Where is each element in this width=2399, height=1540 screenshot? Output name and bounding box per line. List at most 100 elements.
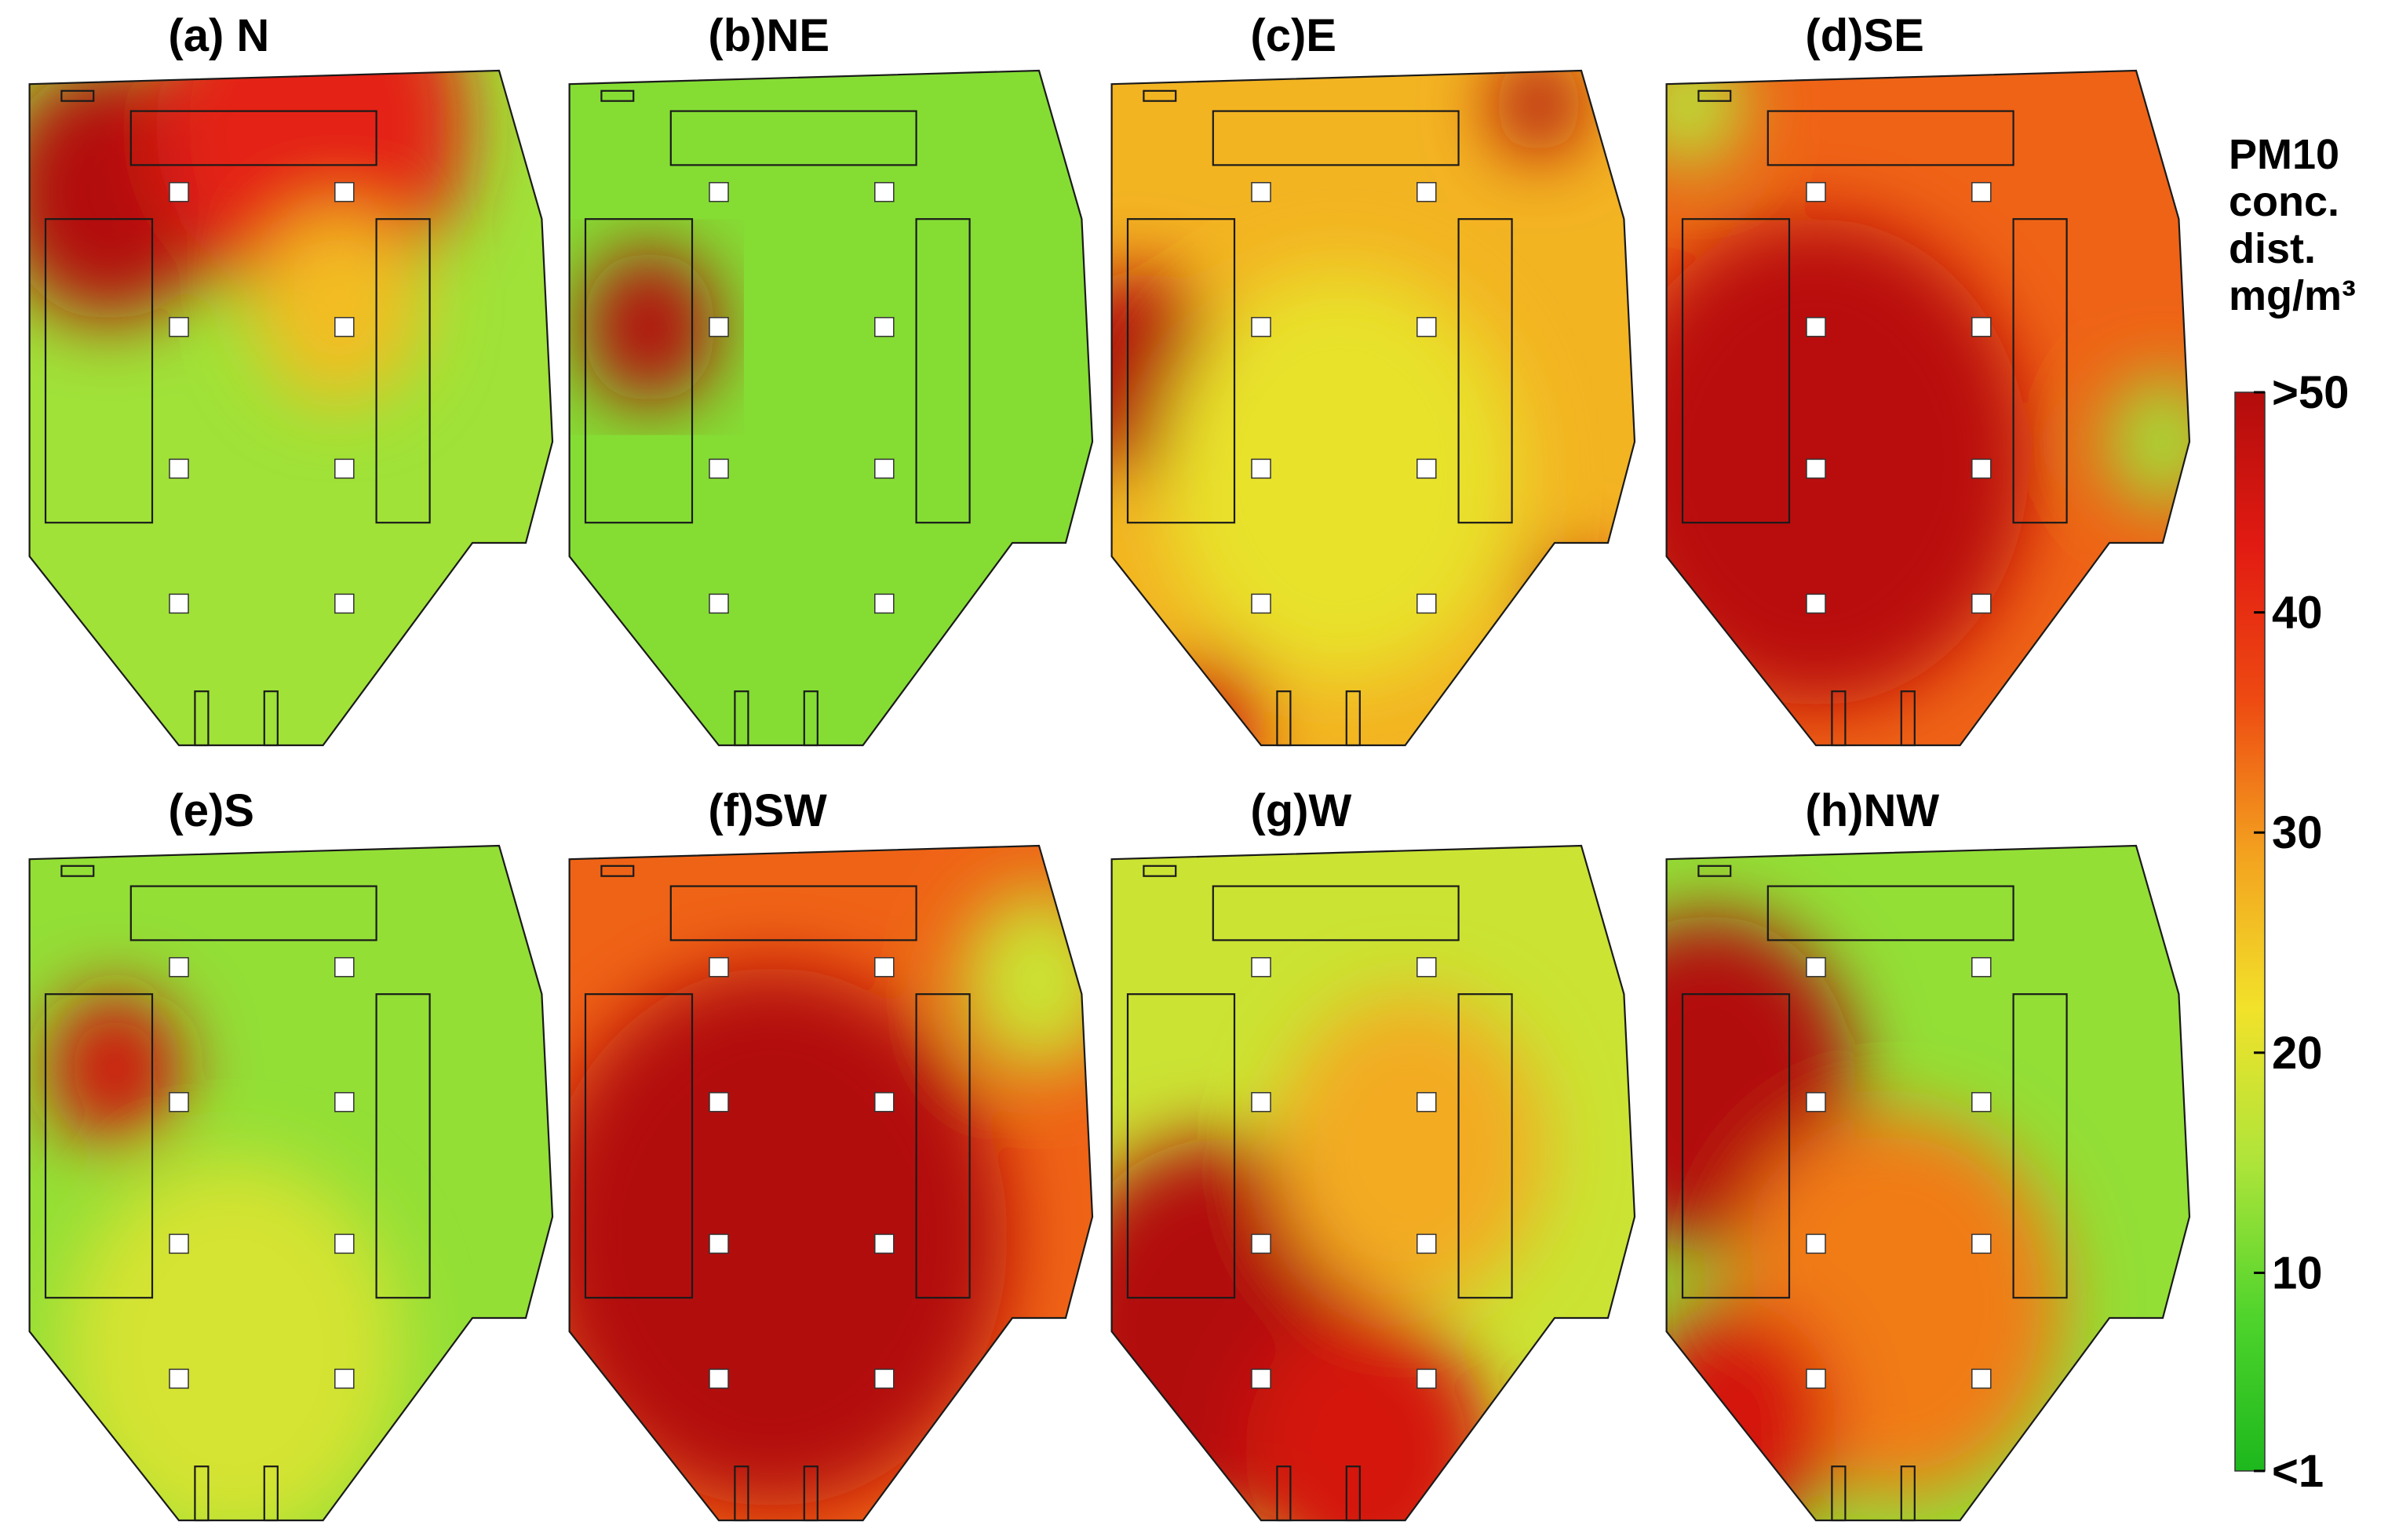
pillar [874, 458, 895, 479]
room-outline [568, 69, 1094, 747]
pillar [874, 317, 895, 337]
pillar [1251, 593, 1271, 614]
concentration-field [1666, 846, 2189, 1520]
colorbar-tick-label: <1 [2272, 1446, 2324, 1497]
pillar [1971, 1368, 1992, 1389]
pillar [874, 182, 895, 202]
pillar [1806, 593, 1826, 614]
room-outline [1110, 69, 1636, 747]
pillar [1806, 182, 1826, 202]
room-structures [1126, 89, 1513, 747]
pillar [709, 317, 729, 337]
panel-n: (a) N [28, 10, 554, 747]
panel-se: (d)SE [1665, 10, 2191, 747]
pillar [169, 593, 189, 614]
pillar [1806, 458, 1826, 479]
pillar [1251, 1368, 1271, 1389]
pillar [1971, 182, 1992, 202]
pillar [874, 593, 895, 614]
room-structures [1126, 865, 1513, 1522]
pillar [1806, 1368, 1826, 1389]
room-structures [584, 865, 971, 1522]
room-outline [1665, 69, 2191, 747]
concentration-hotspot [582, 249, 717, 404]
room-structures [1681, 89, 2068, 747]
concentration-hotspot [961, 890, 1092, 1071]
pillar [169, 1092, 189, 1112]
concentration-hotspot [155, 71, 469, 304]
pillar [169, 182, 189, 202]
panel-title: (a) N [168, 10, 269, 61]
concentration-field [569, 846, 1092, 1520]
pillar [1416, 458, 1437, 479]
pillar [334, 957, 355, 978]
concentration-field [569, 71, 1092, 745]
panel-title: (b)NE [708, 10, 829, 61]
colorbar-tick-label: 40 [2272, 588, 2323, 639]
concentration-hotspot [254, 210, 424, 403]
panel-title: (e)S [168, 785, 254, 836]
concentration-hotspot [1276, 995, 1545, 1304]
pillar [709, 182, 729, 202]
pillar [1251, 458, 1271, 479]
panel-e: (c)E [1110, 10, 1636, 747]
concentration-hotspot [1531, 552, 1610, 642]
pillar [1416, 957, 1437, 978]
pillar [1251, 957, 1271, 978]
pillar [709, 1368, 729, 1389]
room-outline [28, 69, 554, 747]
pillar [169, 1368, 189, 1389]
room-outline [1665, 844, 2191, 1522]
concentration-hotspot [47, 991, 183, 1145]
panel-title: (f)SW [708, 785, 827, 836]
pillar [874, 1233, 895, 1254]
panel-title: (d)SE [1805, 10, 1923, 61]
panel-w: (g)W [1110, 785, 1636, 1522]
pillar [1416, 317, 1437, 337]
pillar [874, 957, 895, 978]
pillar [1971, 1092, 1992, 1112]
colorbar-tick-label: 30 [2272, 807, 2323, 858]
pillar [709, 957, 729, 978]
colorbar-tick-label: >50 [2272, 367, 2349, 418]
panel-title: (g)W [1250, 785, 1351, 836]
pillar [1251, 182, 1271, 202]
pillar [1416, 1233, 1437, 1254]
room-outline [1110, 844, 1636, 1522]
pillar [1416, 593, 1437, 614]
pillar [334, 1368, 355, 1389]
concentration-hotspot [2106, 377, 2189, 506]
colorbar-title-line-3: dist. [2229, 225, 2316, 272]
colorbar-title-line-2: conc. [2229, 178, 2339, 225]
room-structures [584, 89, 971, 747]
pillar [709, 458, 729, 479]
pillar [1416, 1092, 1437, 1112]
room-structures [1681, 865, 2068, 1522]
pillar [1971, 1233, 1992, 1254]
pillar [334, 317, 355, 337]
background-concentration [569, 71, 1092, 745]
colorbar: PM10 conc. dist. mg/m³ >50 40 30 20 10 <1 [2229, 131, 2356, 1497]
concentration-hotspot [1151, 653, 1264, 745]
pillar [1971, 957, 1992, 978]
pillar [874, 1092, 895, 1112]
colorbar-gradient-bar [2234, 391, 2266, 1472]
pillar [334, 1092, 355, 1112]
pillar [334, 458, 355, 479]
pillar [1971, 593, 1992, 614]
panel-nw: (h)NW [1665, 785, 2191, 1522]
colorbar-ticks: >50 40 30 20 10 <1 [2254, 367, 2349, 1497]
panel-title: (h)NW [1805, 785, 1939, 836]
pillar [169, 957, 189, 978]
pillar [334, 1233, 355, 1254]
concentration-hotspot [1666, 71, 1745, 169]
pillar [709, 1092, 729, 1112]
colorbar-tick-label: 10 [2272, 1247, 2323, 1298]
pillar [1806, 957, 1826, 978]
concentration-field [29, 71, 553, 745]
colorbar-tick-label: 20 [2272, 1028, 2323, 1079]
pillar [1251, 1092, 1271, 1112]
pillar [1806, 1092, 1826, 1112]
pillar [334, 182, 355, 202]
pillar [1251, 1233, 1271, 1254]
